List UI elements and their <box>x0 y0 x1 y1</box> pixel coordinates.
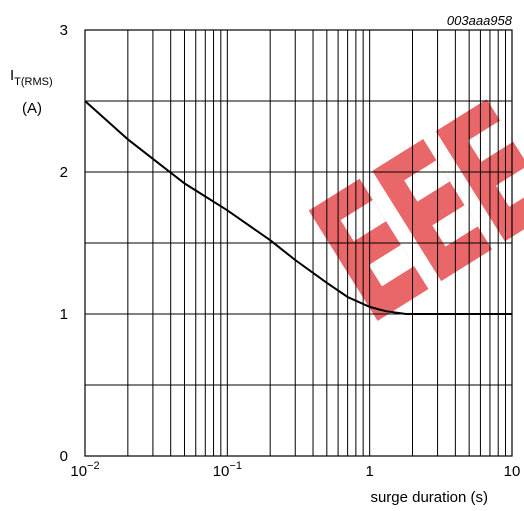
grid <box>85 30 512 456</box>
x-tick-label: 10 <box>504 463 521 480</box>
y-tick-label: 0 <box>60 448 68 465</box>
x-axis-label: surge duration (s) <box>370 489 488 506</box>
y-axis-unit: (A) <box>22 100 42 117</box>
y-tick-labels: 0 1 2 3 <box>60 22 68 465</box>
y-axis-label: IT(RMS) <box>10 67 53 88</box>
y-tick-label: 3 <box>60 22 68 39</box>
y-tick-label: 1 <box>60 306 68 323</box>
x-tick-label: 10−2 <box>70 460 99 480</box>
watermark-letter <box>435 99 524 242</box>
plot-frame <box>84 29 513 457</box>
x-tick-label: 1 <box>365 463 373 480</box>
watermark-logo <box>308 99 524 321</box>
figure-code: 003aaa958 <box>447 13 513 28</box>
y-tick-label: 2 <box>60 164 68 181</box>
series-line <box>84 100 512 315</box>
x-tick-labels: 10−2 10−1 1 10 <box>70 460 520 480</box>
x-tick-label: 10−1 <box>213 460 242 480</box>
